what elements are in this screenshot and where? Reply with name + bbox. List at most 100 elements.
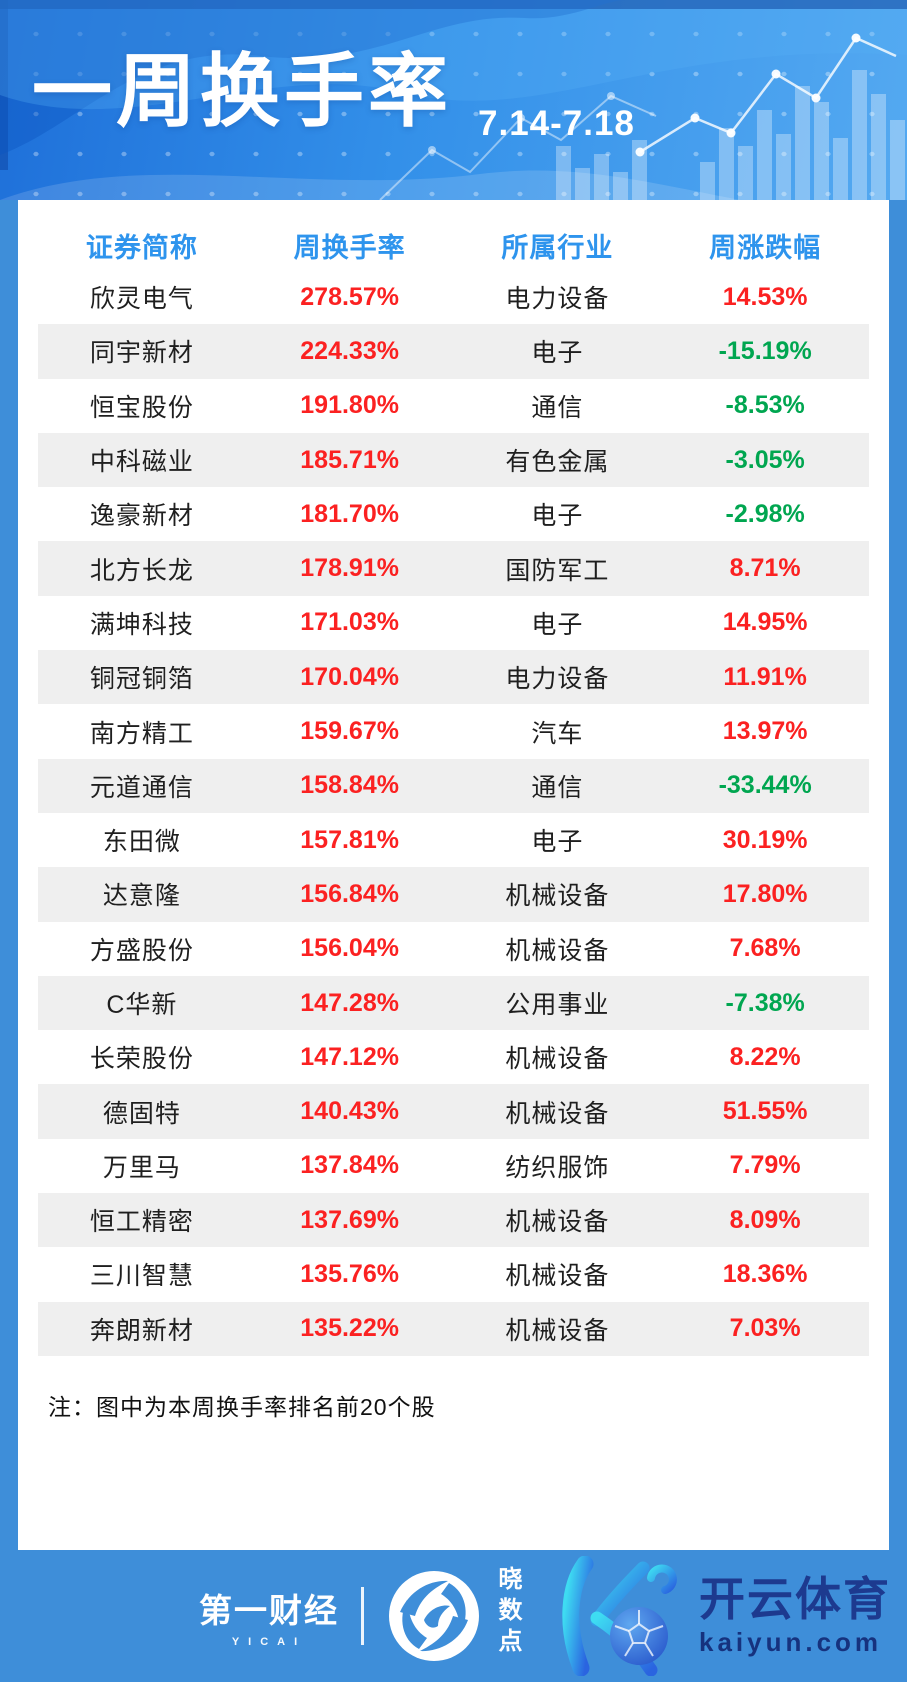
stock-name-cell: 逸豪新材 [89,502,194,531]
weekly-change-cell: 8.22% [729,1042,801,1071]
table-row: 铜冠铜箔 170.04% 电力设备 11.91% [38,650,869,705]
industry-cell: 电子 [531,610,584,639]
logo-divider [361,1587,364,1645]
table-row: 同宇新材 224.33% 电子 -15.19% [38,324,869,379]
stock-name-cell: 欣灵电气 [89,285,194,314]
table-row: 北方长龙 178.91% 国防军工 8.71% [38,541,869,596]
column-header-stock: 证券简称 [85,232,198,263]
industry-cell: 国防军工 [505,556,610,585]
stock-name-cell: 德固特 [102,1099,181,1128]
table-row: 南方精工 159.67% 汽车 13.97% [38,704,869,758]
turnover-rate-cell: 178.91% [300,554,399,583]
stock-name-cell: 恒宝股份 [89,393,194,422]
kaiyun-logo-text: 开云体育 [699,1573,891,1626]
industry-cell: 电子 [531,502,584,531]
weekly-change-cell: -33.44% [718,771,812,800]
stock-name-cell: 奔朗新材 [89,1316,194,1345]
industry-cell: 机械设备 [505,1316,610,1345]
weekly-change-cell: 7.79% [729,1151,801,1180]
stock-name-cell: 达意隆 [102,882,181,911]
stock-name-cell: 恒工精密 [89,1208,194,1237]
xiaoshudian-logo-text: 晓数点 [494,1566,521,1659]
industry-cell: 机械设备 [505,936,610,965]
turnover-rate-cell: 137.69% [300,1205,399,1234]
table-header-row: 证券简称 周换手率 所属行业 周涨跌幅 [38,222,869,268]
weekly-change-cell: -7.38% [725,988,805,1017]
header-banner: 一周换手率 7.14-7.18 [0,0,907,200]
turnover-rate-cell: 158.84% [300,771,399,800]
date-range: 7.14-7.18 [478,104,635,143]
industry-cell: 通信 [531,773,584,802]
table-row: 奔朗新材 135.22% 机械设备 7.03% [38,1301,869,1356]
stock-name-cell: 满坤科技 [89,610,194,639]
turnover-rate-cell: 185.71% [300,445,399,474]
industry-cell: 电力设备 [505,665,610,694]
turnover-rate-cell: 170.04% [300,662,399,691]
stock-name-cell: C华新 [106,991,178,1019]
table-row: 三川智慧 135.76% 机械设备 18.36% [38,1247,869,1301]
table-body: 欣灵电气 278.57% 电力设备 14.53% 同宇新材 224.33% 电子… [18,270,889,1356]
industry-cell: 通信 [531,393,584,422]
table-row: 中科磁业 185.71% 有色金属 -3.05% [38,432,869,488]
industry-cell: 机械设备 [505,1262,610,1291]
industry-cell: 公用事业 [505,991,610,1019]
weekly-change-cell: 14.53% [722,282,808,311]
weekly-change-cell: -15.19% [718,336,812,365]
industry-cell: 纺织服饰 [505,1153,610,1182]
weekly-change-cell: 8.71% [729,554,801,583]
kaiyun-logo: 开云体育 kaiyun.com [547,1556,891,1676]
weekly-change-cell: 18.36% [722,1259,808,1288]
table-row: 东田微 157.81% 电子 30.19% [38,813,869,867]
turnover-rate-cell: 137.84% [300,1151,399,1180]
industry-cell: 电力设备 [505,285,610,314]
yicai-logo-text: 第一财经 [199,1592,339,1629]
stock-name-cell: 东田微 [102,828,181,857]
stock-name-cell: 元道通信 [89,773,194,802]
turnover-rate-cell: 135.22% [300,1314,399,1343]
turnover-rate-cell: 171.03% [300,608,399,637]
kaiyun-k-icon [562,1556,677,1676]
turnover-rate-cell: 191.80% [300,391,399,420]
stock-name-cell: 中科磁业 [89,448,194,477]
table-row: 元道通信 158.84% 通信 -33.44% [38,758,869,813]
weekly-change-cell: 8.09% [729,1205,801,1234]
xiaoshudian-emblem-icon [389,1571,479,1661]
turnover-rate-cell: 181.70% [300,499,399,528]
table-row: 达意隆 156.84% 机械设备 17.80% [38,867,869,922]
industry-cell: 机械设备 [505,882,610,911]
industry-cell: 机械设备 [505,1045,610,1074]
column-header-turnover: 周换手率 [293,232,406,263]
stock-name-cell: 万里马 [102,1153,181,1182]
xiaoshudian-logo: 晓数点 [386,1566,525,1666]
yicai-logo: 第一财经 YICAI [199,1584,339,1648]
weekly-change-cell: -8.53% [725,391,805,420]
table-row: 满坤科技 171.03% 电子 14.95% [38,596,869,650]
turnover-rate-cell: 135.76% [300,1259,399,1288]
stock-name-cell: 三川智慧 [89,1262,194,1291]
table-row: 恒宝股份 191.80% 通信 -8.53% [38,379,869,433]
stock-name-cell: 同宇新材 [89,339,194,368]
yicai-logo-subtext: YICAI [231,1636,307,1648]
weekly-change-cell: 14.95% [722,608,808,637]
stock-name-cell: 北方长龙 [89,556,194,585]
table-card: 证券简称 周换手率 所属行业 周涨跌幅 欣灵电气 278.57% 电力设备 14… [18,200,889,1550]
weekly-change-cell: 7.03% [729,1314,801,1343]
table-row: 万里马 137.84% 纺织服饰 7.79% [38,1139,869,1193]
page-title: 一周换手率 [32,47,452,136]
column-header-industry: 所属行业 [501,232,614,263]
industry-cell: 机械设备 [505,1208,610,1237]
weekly-change-cell: 11.91% [723,662,807,691]
weekly-change-cell: 30.19% [722,825,808,854]
industry-cell: 电子 [531,828,584,857]
industry-cell: 有色金属 [505,448,610,477]
weekly-change-cell: 17.80% [722,879,808,908]
industry-cell: 汽车 [531,719,584,748]
footer-bar: 第一财经 YICAI 晓数点 [0,1550,907,1682]
turnover-rate-cell: 157.81% [300,825,399,854]
turnover-rate-cell: 156.04% [300,934,399,963]
table-row: 德固特 140.43% 机械设备 51.55% [38,1084,869,1139]
turnover-rate-cell: 224.33% [300,336,399,365]
turnover-rate-cell: 278.57% [300,282,399,311]
table-row: C华新 147.28% 公用事业 -7.38% [38,975,869,1031]
weekly-change-cell: -3.05% [725,445,805,474]
